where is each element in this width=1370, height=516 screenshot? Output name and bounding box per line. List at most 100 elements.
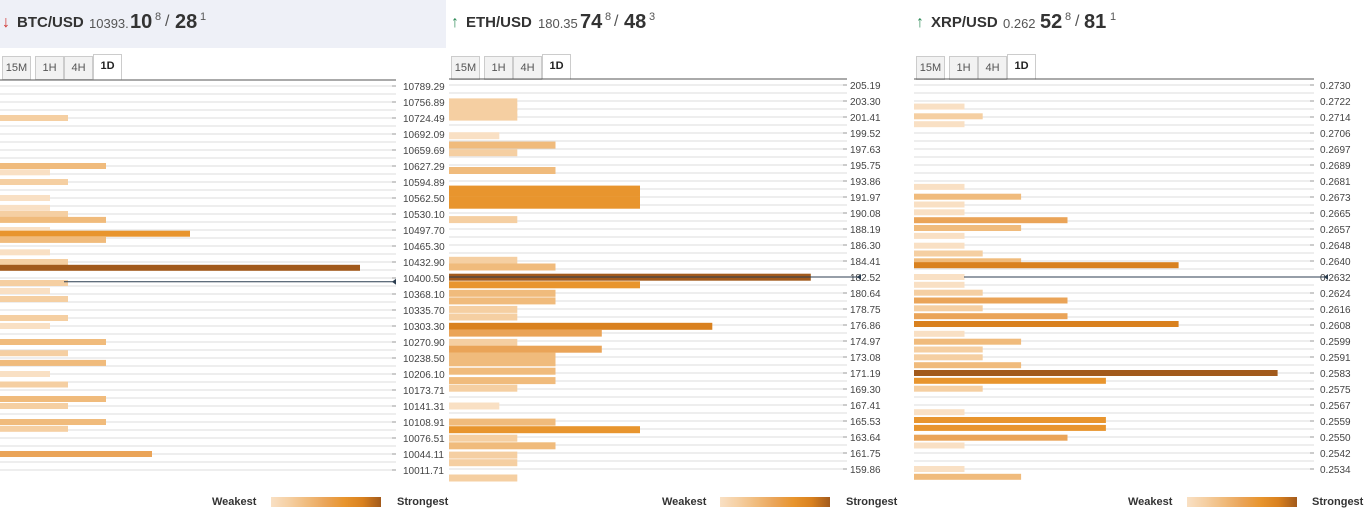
current-price-marker (1324, 274, 1328, 280)
tick-label: 10206.10 (403, 370, 445, 381)
level-bar (449, 474, 518, 482)
tick-label: 0.2657 (1320, 225, 1351, 236)
value-secondary: 28 (175, 11, 198, 33)
value-secondary: 81 (1084, 11, 1107, 33)
legend-weakest: Weakest (1128, 496, 1173, 508)
tick-label: 10724.49 (403, 114, 445, 125)
level-bar (449, 459, 518, 467)
level-bar (449, 185, 640, 193)
strength-legend: Weakest Strongest (449, 495, 897, 511)
tick-label: 0.2673 (1320, 193, 1351, 204)
confluence-chart: 10789.29 10756.89 10724.49 10692.09 10659.69… (0, 79, 445, 477)
tick-label: 0.2575 (1320, 385, 1351, 396)
tick-label: 0.2583 (1320, 369, 1351, 380)
value-primary: 74 (580, 11, 603, 33)
level-bar (914, 281, 965, 288)
level-bar (0, 339, 106, 345)
level-bar (914, 370, 1278, 376)
tick-label: 10465.30 (403, 242, 445, 253)
level-bar (449, 434, 518, 442)
level-bar (914, 201, 965, 208)
level-bar (0, 419, 106, 425)
tick-label: 10238.50 (403, 354, 445, 365)
level-bar (0, 359, 106, 366)
tick-label: 0.2681 (1320, 177, 1351, 188)
tick-label: 10303.30 (403, 322, 445, 333)
price-label: 180.35 (538, 16, 578, 31)
level-bar (914, 121, 965, 128)
tick-label: 10011.71 (403, 466, 444, 477)
tick-label: 0.2608 (1320, 321, 1351, 332)
level-bar (449, 216, 518, 224)
tab-15m[interactable]: 15M (2, 56, 31, 80)
tab-1d[interactable]: 1D (93, 54, 122, 80)
value-secondary-sup: 1 (200, 11, 207, 23)
tick-label: 0.2706 (1320, 129, 1351, 140)
tick-label: 0.2591 (1320, 353, 1351, 364)
level-bar (0, 323, 50, 329)
tick-label: 10076.51 (403, 434, 445, 445)
tick-label: 0.2640 (1320, 257, 1351, 268)
level-bar (914, 362, 1022, 369)
tab-1h[interactable]: 1H (949, 56, 978, 80)
tick-label: 205.19 (850, 81, 881, 92)
level-bar (449, 338, 518, 346)
level-bar (0, 216, 106, 223)
tab-4h[interactable]: 4H (513, 56, 542, 80)
tick-label: 10141.31 (403, 402, 445, 413)
tick-label: 203.30 (850, 97, 881, 108)
level-bar (914, 250, 983, 257)
tick-label: 0.2689 (1320, 161, 1351, 172)
level-bar (0, 264, 360, 271)
tick-label: 10270.90 (403, 338, 445, 349)
level-bar (0, 381, 68, 388)
level-bar (914, 305, 983, 312)
level-bar (0, 280, 68, 286)
current-price-marker (857, 274, 861, 281)
tab-4h[interactable]: 4H (978, 56, 1007, 80)
level-bar (0, 227, 50, 233)
level-bar (0, 179, 68, 185)
tick-label: 201.41 (850, 113, 881, 124)
tick-label: 191.97 (850, 193, 881, 204)
level-bar (914, 297, 1068, 304)
level-bar (0, 451, 152, 457)
tab-1d[interactable]: 1D (542, 54, 571, 80)
level-bar (449, 109, 518, 117)
legend-gradient (720, 497, 830, 507)
legend-gradient (1187, 497, 1297, 507)
level-bar (914, 232, 965, 239)
tick-label: 190.08 (850, 209, 881, 220)
tick-label: 167.41 (850, 401, 881, 412)
level-bar (449, 442, 556, 450)
tab-4h[interactable]: 4H (64, 56, 93, 80)
tick-label: 176.86 (850, 321, 881, 332)
tick-label: 0.2534 (1320, 465, 1351, 476)
level-bar (914, 385, 983, 392)
panel-header: ↑ XRP/USD 0.262 52 8 / 81 1 (914, 0, 1370, 48)
xrp-usd-panel: ↑ XRP/USD 0.262 52 8 / 81 1 15M 1H 4H 1D… (914, 0, 1370, 516)
level-bar (914, 183, 965, 190)
value-primary-sup: 8 (155, 11, 162, 23)
legend-weakest: Weakest (212, 496, 257, 508)
level-bar (914, 258, 1022, 265)
tick-label: 10400.50 (403, 274, 445, 285)
confluence-chart: 205.19 203.30 201.41 199.52 197.63 195.75 193.… (449, 78, 881, 482)
confluence-chart: 0.2730 0.2722 0.2714 0.2706 0.2697 0.2689 0.26… (914, 78, 1351, 480)
symbol-label: XRP/USD (931, 14, 998, 31)
tick-label: 10497.70 (403, 226, 445, 237)
tick-label: 10627.29 (403, 162, 445, 173)
level-bar (449, 113, 518, 121)
level-bar (914, 409, 965, 416)
tab-1h[interactable]: 1H (35, 56, 64, 80)
up-arrow-icon: ↑ (451, 14, 459, 31)
level-bar (0, 403, 68, 409)
level-bar (914, 113, 983, 120)
level-bar (914, 442, 965, 449)
tick-label: 199.52 (850, 129, 881, 140)
tick-label: 0.2542 (1320, 449, 1351, 460)
level-bar (914, 103, 965, 110)
tick-label: 0.2624 (1320, 289, 1351, 300)
level-bar (0, 163, 106, 169)
level-bar (0, 371, 50, 377)
